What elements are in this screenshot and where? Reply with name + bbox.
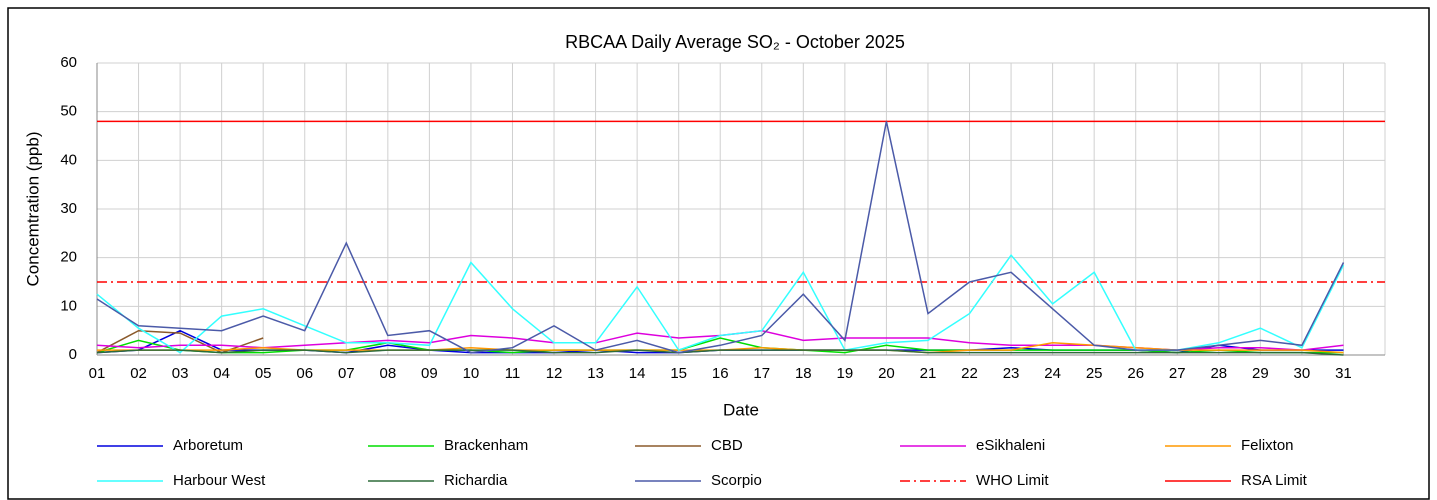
x-tick-label: 03 [172,365,189,382]
x-tick-label: 31 [1335,365,1352,382]
x-tick-label: 21 [920,365,937,382]
y-tick-label: 30 [60,200,77,217]
series-line [96,349,1344,356]
x-tick-label: 26 [1127,365,1144,382]
x-tick-label: 29 [1252,365,1269,382]
y-tick-label: 50 [60,103,77,120]
legend-label: Richardia [444,472,508,489]
x-tick-label: 11 [505,365,521,382]
x-tick-label: 22 [961,365,978,382]
legend-label: RSA Limit [1241,472,1308,489]
legend-label: eSikhaleni [976,437,1045,454]
legend-label: Scorpio [711,472,762,489]
y-tick-label: 40 [60,151,77,168]
legend-label: WHO Limit [976,472,1049,489]
legend-label: Harbour West [173,472,266,489]
x-tick-label: 08 [379,365,396,382]
x-tick-label: 06 [296,365,313,382]
x-tick-label: 14 [629,365,646,382]
series-line [96,121,1345,354]
legend-label: Arboretum [173,437,243,454]
x-tick-label: 20 [878,365,895,382]
y-tick-label: 0 [69,346,77,363]
x-axis-label: Date [723,400,759,419]
x-tick-label: 05 [255,365,272,382]
legend-label: Felixton [1241,437,1294,454]
x-tick-label: 09 [421,365,438,382]
x-tick-label: 19 [837,365,854,382]
y-tick-label: 60 [60,54,77,71]
x-tick-label: 17 [753,365,770,382]
legend-label: Brackenham [444,437,528,454]
series-line [96,329,264,354]
x-tick-label: 07 [338,365,355,382]
x-tick-label: 28 [1210,365,1227,382]
x-tick-label: 23 [1003,365,1020,382]
x-tick-label: 24 [1044,365,1061,382]
y-axis-label: Concemtration (ppb) [23,132,42,287]
x-tick-label: 16 [712,365,729,382]
x-tick-label: 25 [1086,365,1103,382]
x-tick-label: 04 [213,365,230,382]
x-tick-label: 01 [89,365,106,382]
x-tick-label: 02 [130,365,147,382]
legend-label: CBD [711,437,743,454]
x-tick-label: 10 [463,365,480,382]
chart-title: RBCAA Daily Average SO₂ - October 2025 [565,32,905,52]
x-tick-label: 13 [587,365,604,382]
x-tick-label: 12 [546,365,563,382]
x-tick-label: 27 [1169,365,1186,382]
x-tick-label: 15 [670,365,687,382]
x-tick-label: 18 [795,365,812,382]
y-tick-label: 10 [60,297,77,314]
x-tick-label: 30 [1294,365,1311,382]
frame [7,7,1430,500]
y-tick-label: 20 [60,249,77,266]
